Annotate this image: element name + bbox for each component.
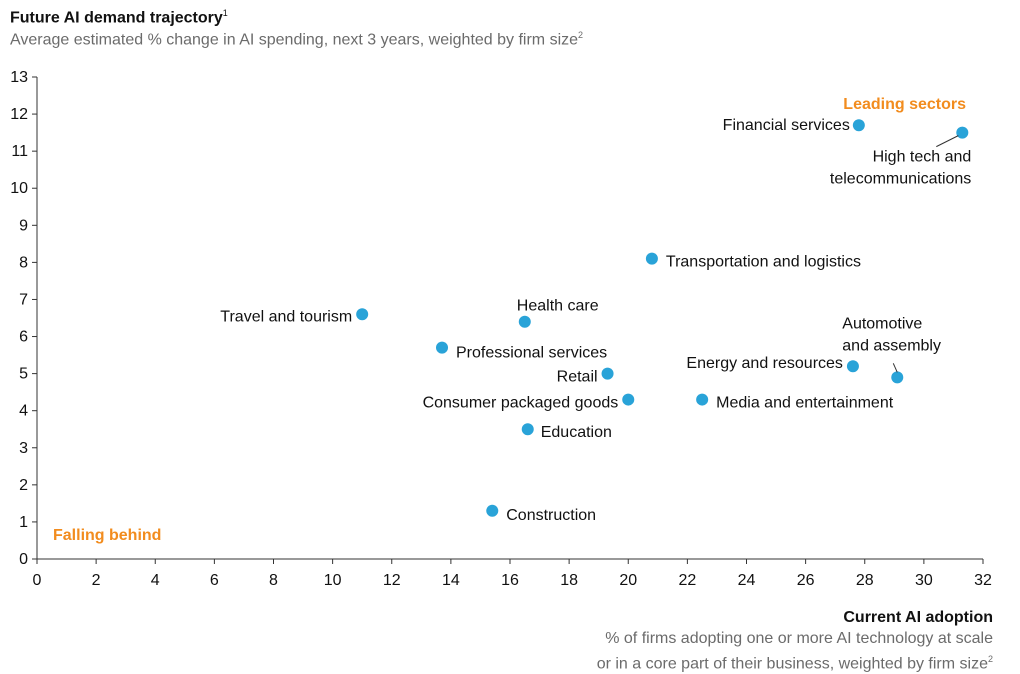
point-label-automotive-and-assembly-line2: and assembly [842, 337, 941, 354]
y-tick-label: 9 [19, 217, 28, 234]
title-footnote-marker: 1 [222, 8, 228, 18]
point-label-retail: Retail [557, 369, 598, 386]
x-tick-label: 22 [678, 572, 696, 589]
point-label-energy-and-resources: Energy and resources [686, 355, 843, 372]
subtitle-footnote-marker: 2 [578, 30, 584, 40]
point-health-care [518, 315, 531, 328]
point-label-high-tech-and-telecommunications-line2: telecommunications [830, 171, 971, 188]
y-tick-label: 12 [10, 106, 28, 123]
y-tick-label: 13 [10, 69, 28, 86]
x-tick-label: 14 [442, 572, 460, 589]
x-axis-title: Current AI adoption [843, 609, 993, 626]
point-label-construction: Construction [506, 507, 596, 524]
y-tick-label: 10 [10, 180, 28, 197]
point-label-financial-services: Financial services [723, 117, 850, 134]
y-tick-label: 8 [19, 254, 28, 271]
point-high-tech-and-telecommunications [956, 126, 969, 139]
point-label-transportation-and-logistics: Transportation and logistics [666, 254, 861, 271]
x-tick-label: 2 [92, 572, 101, 589]
chart-title: Future AI demand trajectory1 [10, 8, 228, 27]
point-label-media-and-entertainment: Media and entertainment [716, 395, 894, 412]
x-tick-label: 28 [856, 572, 874, 589]
x-tick-label: 0 [33, 572, 42, 589]
x-tick-label: 24 [738, 572, 756, 589]
point-label-professional-services: Professional services [456, 345, 607, 362]
point-energy-and-resources [846, 360, 859, 373]
point-retail [601, 367, 614, 380]
x-axis-subtitle-line2-wrap: or in a core part of their business, wei… [597, 649, 993, 674]
x-axis-subtitle: % of firms adopting one or more AI techn… [597, 629, 993, 674]
point-label-automotive-and-assembly-line1: Automotive [842, 315, 922, 332]
y-tick-label: 4 [19, 403, 28, 420]
x-tick-label: 26 [797, 572, 815, 589]
point-label-education: Education [541, 424, 612, 441]
x-tick-label: 4 [151, 572, 160, 589]
point-label-health-care: Health care [517, 298, 599, 315]
x-tick-label: 18 [560, 572, 578, 589]
point-label-consumer-packaged-goods: Consumer packaged goods [423, 395, 619, 412]
x-tick-label: 8 [269, 572, 278, 589]
y-tick-label: 7 [19, 291, 28, 308]
y-tick-label: 11 [11, 143, 28, 160]
y-tick-label: 3 [19, 440, 28, 457]
point-financial-services [852, 119, 865, 132]
y-tick-label: 2 [19, 477, 28, 494]
point-transportation-and-logistics [645, 252, 658, 265]
point-travel-and-tourism [356, 308, 369, 321]
y-tick-label: 1 [19, 514, 28, 531]
point-media-and-entertainment [696, 393, 709, 406]
point-label-high-tech-and-telecommunications-line1: High tech and [873, 149, 972, 166]
leader-line [936, 135, 959, 148]
x-axis-footnote-marker: 2 [987, 654, 993, 664]
x-tick-label: 6 [210, 572, 219, 589]
chart-subtitle-text: Average estimated % change in AI spendin… [10, 31, 579, 49]
y-tick-label: 6 [19, 329, 28, 346]
x-tick-label: 30 [915, 572, 933, 589]
annotation-leading-sectors: Leading sectors [843, 96, 966, 113]
x-tick-label: 10 [324, 572, 342, 589]
chart-title-text: Future AI demand trajectory [10, 9, 223, 27]
x-tick-label: 12 [383, 572, 401, 589]
x-axis-subtitle-line2: or in a core part of their business, wei… [596, 655, 988, 673]
x-axis-subtitle-line1: % of firms adopting one or more AI techn… [605, 630, 993, 647]
chart-subtitle: Average estimated % change in AI spendin… [10, 30, 583, 49]
annotation-falling-behind: Falling behind [53, 527, 161, 544]
x-tick-label: 32 [974, 572, 992, 589]
point-education [521, 423, 534, 436]
y-tick-label: 0 [19, 551, 28, 568]
x-tick-label: 20 [619, 572, 637, 589]
leader-line [892, 363, 898, 373]
point-label-travel-and-tourism: Travel and tourism [220, 308, 352, 325]
point-construction [486, 504, 499, 517]
point-consumer-packaged-goods [622, 393, 635, 406]
x-tick-label: 16 [501, 572, 519, 589]
point-professional-services [436, 341, 449, 354]
y-tick-label: 5 [19, 366, 28, 383]
point-automotive-and-assembly [891, 371, 904, 384]
